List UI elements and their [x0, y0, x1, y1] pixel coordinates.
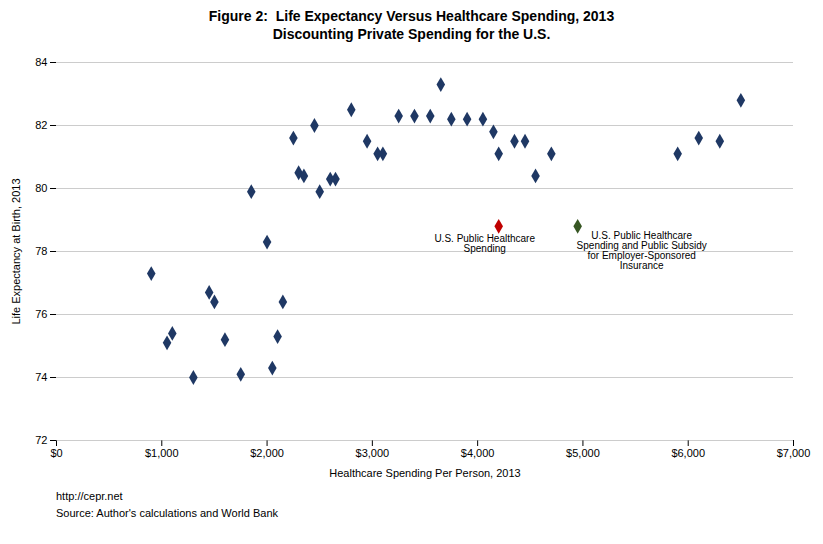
svg-text:$1,000: $1,000	[145, 447, 179, 459]
svg-text:Healthcare Spending Per Person: Healthcare Spending Per Person, 2013	[329, 467, 520, 479]
svg-text:U.S. Public HealthcareSpending: U.S. Public HealthcareSpending and Publi…	[577, 230, 707, 271]
svg-text:$4,000: $4,000	[461, 447, 495, 459]
html-text:Figure 2: Life Expectancy Vers: Figure 2: Life Expectancy Versus Healthc…	[208, 8, 615, 24]
svg-text:80: 80	[35, 182, 47, 194]
svg-text:78: 78	[35, 245, 47, 257]
svg-text:74: 74	[35, 371, 47, 383]
svg-text:Life Expectancy at Birth, 2013: Life Expectancy at Birth, 2013	[10, 178, 22, 324]
svg-text:82: 82	[35, 119, 47, 131]
svg-text:$2,000: $2,000	[250, 447, 284, 459]
svg-text:84: 84	[35, 56, 47, 68]
svg-text:$3,000: $3,000	[356, 447, 390, 459]
svg-text:$5,000: $5,000	[566, 447, 600, 459]
svg-text:$7,000: $7,000	[777, 447, 811, 459]
svg-text:72: 72	[35, 434, 47, 446]
svg-text:$6,000: $6,000	[671, 447, 705, 459]
svg-text:U.S. Public HealthcareSpending: U.S. Public HealthcareSpending	[434, 233, 535, 254]
html-text:http://cepr.net Source: Author: http://cepr.net Source: Author's calcula…	[56, 490, 278, 519]
svg-text:$0: $0	[50, 447, 62, 459]
svg-text:76: 76	[35, 308, 47, 320]
html-text:Discounting Private Spending f: Discounting Private Spending for the U.S…	[272, 26, 551, 42]
